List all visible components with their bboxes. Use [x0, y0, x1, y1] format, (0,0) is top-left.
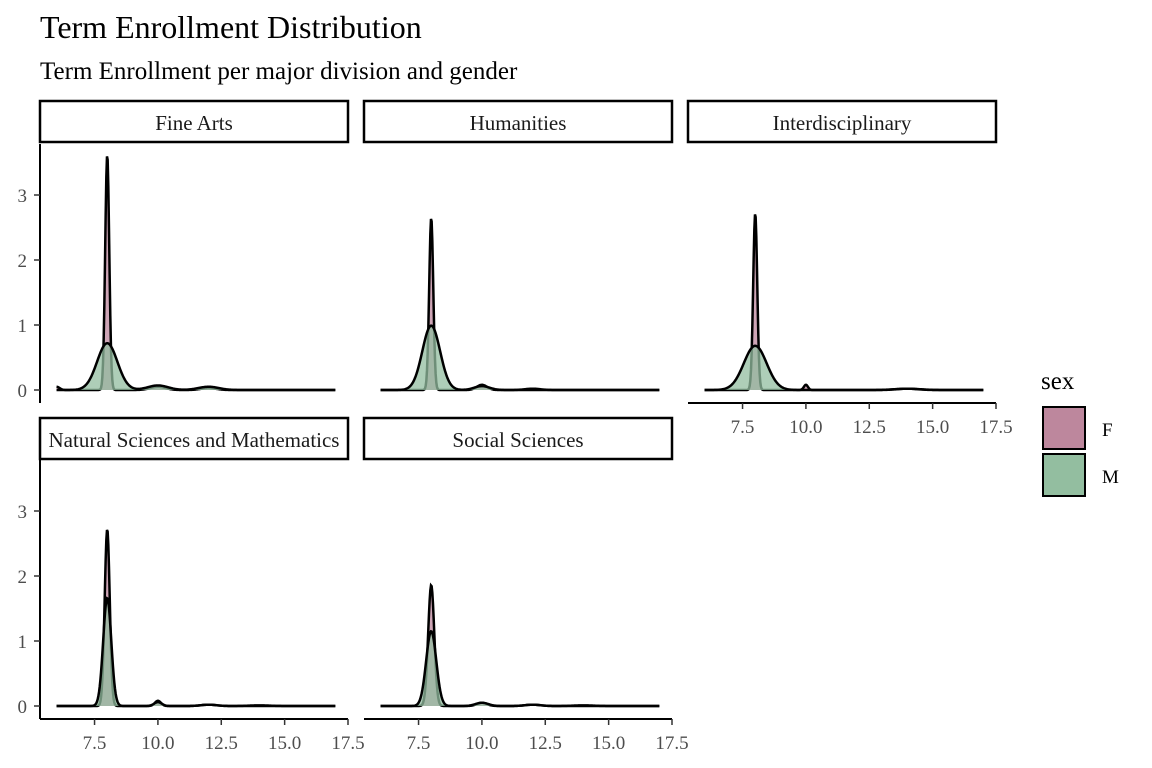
- y-tick-label: 1: [18, 316, 28, 337]
- density-line-m: [704, 344, 984, 392]
- panel-0: Fine Arts 0 1 2 3: [18, 99, 350, 403]
- x-tick-label: 12.5: [205, 733, 238, 754]
- y-tick-label: 0: [18, 381, 28, 402]
- facet-strip: [686, 99, 998, 144]
- x-tick-label: 10.0: [465, 733, 498, 754]
- facet-strip: [362, 99, 674, 144]
- x-tick-label: 15.0: [268, 733, 301, 754]
- facet-label: Humanities: [470, 111, 567, 135]
- x-tick-label: 17.5: [979, 417, 1012, 438]
- density-line-m: [56, 341, 336, 392]
- legend-label-m: M: [1102, 467, 1119, 488]
- facet-strip: [38, 99, 350, 144]
- x-tick-label: 12.5: [529, 733, 562, 754]
- panel-3: Natural Sciences and Mathematics 0 1 2 3 7.5 1…: [18, 416, 365, 754]
- density-area-m: [704, 345, 984, 390]
- density-line-m: [380, 324, 660, 392]
- density-area-m: [56, 343, 336, 390]
- x-tick-label: 15.0: [916, 417, 949, 438]
- panel-4: Social Sciences 7.5 10.0 12.5 15.0 17.5: [362, 416, 689, 754]
- x-tick-label: 7.5: [731, 417, 755, 438]
- x-tick-label: 17.5: [331, 733, 364, 754]
- y-tick-label: 2: [18, 251, 28, 272]
- panel-2: Interdisciplinary 7.5 10.0 12.5 15.0 17.5: [686, 99, 1013, 438]
- x-tick-label: 7.5: [83, 733, 107, 754]
- legend-key-m: [1042, 453, 1086, 497]
- facet-panels: Fine Arts 0 1 2 3 Humanities Interdisciplinary…: [18, 99, 1013, 754]
- x-tick-label: 7.5: [407, 733, 431, 754]
- facet-label: Interdisciplinary: [773, 111, 912, 135]
- y-tick-label: 1: [18, 632, 28, 653]
- density-line-f: [56, 529, 336, 708]
- y-tick-label: 0: [18, 697, 28, 718]
- x-tick-label: 12.5: [853, 417, 886, 438]
- density-area-f: [56, 530, 336, 706]
- legend: sex F M: [1041, 368, 1119, 497]
- x-tick-label: 10.0: [789, 417, 822, 438]
- facet-label: Natural Sciences and Mathematics: [49, 428, 340, 452]
- legend-title: sex: [1041, 368, 1075, 395]
- facet-strip: [362, 416, 674, 461]
- density-area-m: [380, 325, 660, 390]
- x-tick-label: 17.5: [655, 733, 688, 754]
- density-line-m: [380, 629, 660, 708]
- panel-1: Humanities: [362, 99, 674, 392]
- x-tick-label: 10.0: [141, 733, 174, 754]
- facet-label: Fine Arts: [155, 111, 233, 135]
- y-tick-label: 3: [18, 502, 28, 523]
- facet-label: Social Sciences: [452, 428, 583, 452]
- legend-label-f: F: [1102, 420, 1113, 441]
- chart-title: Term Enrollment Distribution: [40, 9, 422, 45]
- density-line-m: [56, 596, 336, 708]
- y-tick-label: 2: [18, 567, 28, 588]
- facet-strip: [38, 416, 350, 461]
- x-tick-label: 15.0: [592, 733, 625, 754]
- legend-key-f: [1042, 406, 1086, 450]
- y-tick-label: 3: [18, 186, 28, 207]
- chart-subtitle: Term Enrollment per major division and g…: [40, 58, 518, 85]
